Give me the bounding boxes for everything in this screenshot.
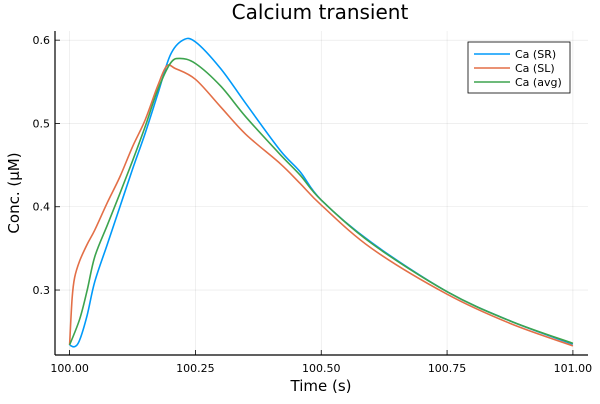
- x-tick-label: 100.25: [176, 362, 215, 375]
- x-tick-label: 100.00: [50, 362, 89, 375]
- x-tick-label: 101.00: [554, 362, 593, 375]
- y-tick-label: 0.4: [33, 201, 51, 214]
- x-tick-label: 100.50: [302, 362, 341, 375]
- y-axis-label: Conc. (μM): [5, 152, 23, 233]
- series-lines: [68, 37, 574, 348]
- legend: Ca (SR)Ca (SL)Ca (avg): [467, 41, 571, 94]
- y-tick-label: 0.3: [33, 284, 51, 297]
- x-tick-label: 100.75: [428, 362, 467, 375]
- legend-label: Ca (SR): [515, 48, 556, 61]
- y-tick-label: 0.5: [33, 117, 51, 130]
- series-line-2: [68, 57, 574, 346]
- x-axis-label: Time (s): [290, 377, 352, 395]
- legend-label: Ca (SL): [515, 62, 555, 75]
- y-tick-label: 0.6: [33, 34, 51, 47]
- series-line-1: [68, 64, 574, 347]
- axes: 100.00 100.25 100.50 100.75 101.00 0.3 0.4 0.5 0…: [33, 31, 593, 375]
- grid: [55, 31, 588, 355]
- legend-label: Ca (avg): [515, 76, 562, 89]
- chart-title: Calcium transient: [232, 0, 409, 24]
